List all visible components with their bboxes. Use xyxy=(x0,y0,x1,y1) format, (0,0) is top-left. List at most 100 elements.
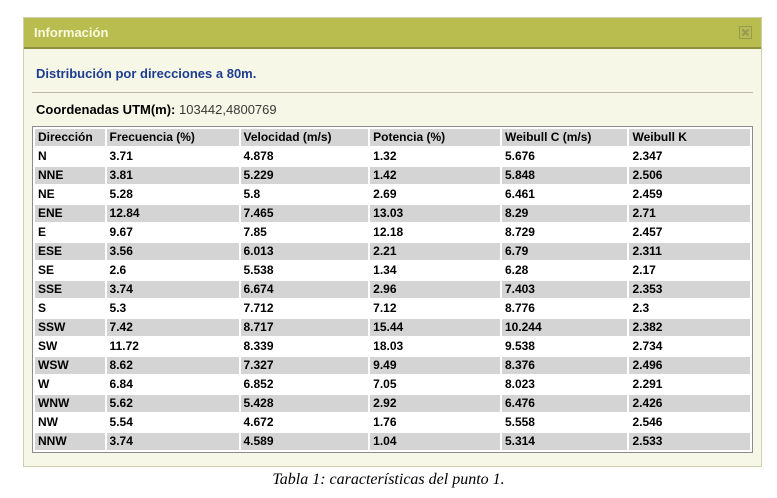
value-cell: 2.347 xyxy=(629,148,750,165)
direction-cell: ESE xyxy=(35,243,105,260)
value-cell: 6.84 xyxy=(106,376,239,393)
value-cell: 7.12 xyxy=(370,300,500,317)
value-cell: 2.457 xyxy=(629,224,750,241)
value-cell: 3.56 xyxy=(106,243,239,260)
table-row: SW 11.72 8.339 18.03 9.538 2.734 xyxy=(35,338,750,355)
close-icon[interactable] xyxy=(738,25,753,40)
value-cell: 2.459 xyxy=(629,186,750,203)
value-cell: 3.74 xyxy=(106,281,239,298)
direction-cell: SSW xyxy=(35,319,105,336)
value-cell: 2.291 xyxy=(629,376,750,393)
value-cell: 7.465 xyxy=(240,205,369,222)
value-cell: 2.71 xyxy=(629,205,750,222)
table-row: E 9.67 7.85 12.18 8.729 2.457 xyxy=(35,224,750,241)
value-cell: 2.382 xyxy=(629,319,750,336)
direction-cell: SE xyxy=(35,262,105,279)
direction-cell: NNE xyxy=(35,167,105,184)
wind-direction-table: Dirección Frecuencia (%) Velocidad (m/s)… xyxy=(32,126,753,453)
direction-cell: SSE xyxy=(35,281,105,298)
value-cell: 2.546 xyxy=(629,414,750,431)
dialog-titlebar[interactable]: Información xyxy=(24,18,761,49)
value-cell: 5.314 xyxy=(501,433,628,450)
table-header-row: Dirección Frecuencia (%) Velocidad (m/s)… xyxy=(35,129,750,146)
value-cell: 6.28 xyxy=(501,262,628,279)
value-cell: 2.21 xyxy=(370,243,500,260)
direction-cell: SW xyxy=(35,338,105,355)
value-cell: 5.676 xyxy=(501,148,628,165)
value-cell: 2.311 xyxy=(629,243,750,260)
value-cell: 7.42 xyxy=(106,319,239,336)
value-cell: 7.85 xyxy=(240,224,369,241)
table-body: N 3.71 4.878 1.32 5.676 2.347 NNE 3.81 5.229 1.42… xyxy=(35,148,750,450)
value-cell: 8.62 xyxy=(106,357,239,374)
value-cell: 1.04 xyxy=(370,433,500,450)
value-cell: 3.74 xyxy=(106,433,239,450)
table-caption: Tabla 1: características del punto 1. xyxy=(272,471,505,488)
coordinates-value: 103442,4800769 xyxy=(179,102,277,117)
table-row: NNW 3.74 4.589 1.04 5.314 2.533 xyxy=(35,433,750,450)
value-cell: 13.03 xyxy=(370,205,500,222)
value-cell: 2.353 xyxy=(629,281,750,298)
value-cell: 6.013 xyxy=(240,243,369,260)
value-cell: 8.729 xyxy=(501,224,628,241)
value-cell: 3.71 xyxy=(106,148,239,165)
value-cell: 9.538 xyxy=(501,338,628,355)
direction-cell: ENE xyxy=(35,205,105,222)
value-cell: 6.461 xyxy=(501,186,628,203)
value-cell: 2.92 xyxy=(370,395,500,412)
column-header-weibull-k: Weibull K xyxy=(629,129,750,146)
column-header-direction: Dirección xyxy=(35,129,105,146)
value-cell: 5.558 xyxy=(501,414,628,431)
direction-cell: WNW xyxy=(35,395,105,412)
column-header-frequency: Frecuencia (%) xyxy=(106,129,239,146)
table-row: S 5.3 7.712 7.12 8.776 2.3 xyxy=(35,300,750,317)
value-cell: 8.376 xyxy=(501,357,628,374)
value-cell: 5.8 xyxy=(240,186,369,203)
value-cell: 2.69 xyxy=(370,186,500,203)
direction-cell: E xyxy=(35,224,105,241)
table-row: W 6.84 6.852 7.05 8.023 2.291 xyxy=(35,376,750,393)
value-cell: 1.42 xyxy=(370,167,500,184)
direction-cell: N xyxy=(35,148,105,165)
column-header-velocity: Velocidad (m/s) xyxy=(240,129,369,146)
value-cell: 2.426 xyxy=(629,395,750,412)
value-cell: 5.848 xyxy=(501,167,628,184)
section-heading: Distribución por direcciones a 80m. xyxy=(36,66,257,81)
column-header-weibull-c: Weibull C (m/s) xyxy=(501,129,628,146)
direction-cell: NE xyxy=(35,186,105,203)
table-row: NE 5.28 5.8 2.69 6.461 2.459 xyxy=(35,186,750,203)
value-cell: 12.18 xyxy=(370,224,500,241)
value-cell: 9.67 xyxy=(106,224,239,241)
direction-cell: W xyxy=(35,376,105,393)
table-row: SSW 7.42 8.717 15.44 10.244 2.382 xyxy=(35,319,750,336)
value-cell: 6.476 xyxy=(501,395,628,412)
value-cell: 1.76 xyxy=(370,414,500,431)
coordinates-line: Coordenadas UTM(m): 103442,4800769 xyxy=(36,102,753,117)
value-cell: 8.023 xyxy=(501,376,628,393)
table-row: NNE 3.81 5.229 1.42 5.848 2.506 xyxy=(35,167,750,184)
value-cell: 5.229 xyxy=(240,167,369,184)
table-row: SSE 3.74 6.674 2.96 7.403 2.353 xyxy=(35,281,750,298)
table-row: ENE 12.84 7.465 13.03 8.29 2.71 xyxy=(35,205,750,222)
value-cell: 12.84 xyxy=(106,205,239,222)
value-cell: 3.81 xyxy=(106,167,239,184)
table-row: WSW 8.62 7.327 9.49 8.376 2.496 xyxy=(35,357,750,374)
table-row: ESE 3.56 6.013 2.21 6.79 2.311 xyxy=(35,243,750,260)
value-cell: 15.44 xyxy=(370,319,500,336)
value-cell: 4.878 xyxy=(240,148,369,165)
value-cell: 7.327 xyxy=(240,357,369,374)
value-cell: 5.538 xyxy=(240,262,369,279)
dialog-title: Información xyxy=(34,25,109,40)
value-cell: 2.6 xyxy=(106,262,239,279)
value-cell: 18.03 xyxy=(370,338,500,355)
value-cell: 4.589 xyxy=(240,433,369,450)
coordinates-label: Coordenadas UTM(m): xyxy=(36,102,176,117)
divider xyxy=(32,92,753,93)
info-dialog: Información Distribución por direcciones… xyxy=(23,17,762,467)
value-cell: 8.776 xyxy=(501,300,628,317)
value-cell: 6.674 xyxy=(240,281,369,298)
value-cell: 5.3 xyxy=(106,300,239,317)
value-cell: 10.244 xyxy=(501,319,628,336)
value-cell: 5.54 xyxy=(106,414,239,431)
value-cell: 2.496 xyxy=(629,357,750,374)
